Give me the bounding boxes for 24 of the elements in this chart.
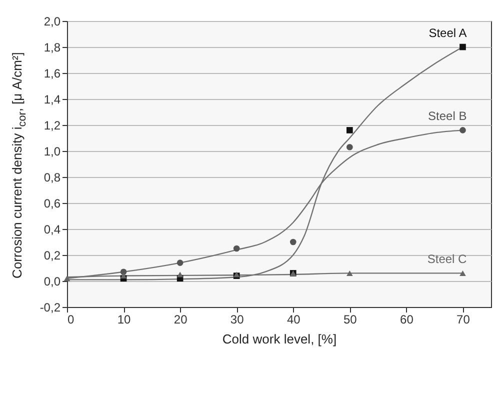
series-label: Steel A (428, 26, 467, 40)
x-tick-label: 60 (400, 312, 414, 326)
y-tick-label: 1,4 (44, 92, 61, 106)
series-label: Steel B (428, 109, 467, 124)
x-axis-title: Cold work level, [%] (222, 332, 337, 346)
x-tick-label: 40 (286, 312, 301, 326)
y-tick-label: 0,8 (44, 170, 61, 184)
x-tick-label: 50 (343, 312, 358, 326)
y-tick-label: 1,8 (44, 40, 61, 54)
y-tick-label: 0,4 (44, 222, 61, 236)
y-tick-label: 1,2 (44, 118, 61, 132)
y-tick-label: 0,0 (44, 274, 61, 288)
y-tick-label: -0,2 (40, 300, 61, 314)
x-tick-label: 30 (230, 312, 244, 326)
y-tick-label: 0,6 (44, 196, 61, 210)
x-tick-label: 10 (117, 312, 132, 326)
series-label: Steel C (427, 252, 468, 266)
y-tick-label: 2,0 (44, 14, 61, 28)
x-tick-label: 70 (456, 312, 470, 326)
x-tick-label: 0 (68, 312, 74, 326)
y-tick-label: 0,2 (44, 248, 61, 262)
x-tick-label: 20 (174, 312, 188, 326)
y-tick-label: 1,6 (44, 66, 61, 80)
y-tick-label: 1,0 (44, 144, 61, 158)
